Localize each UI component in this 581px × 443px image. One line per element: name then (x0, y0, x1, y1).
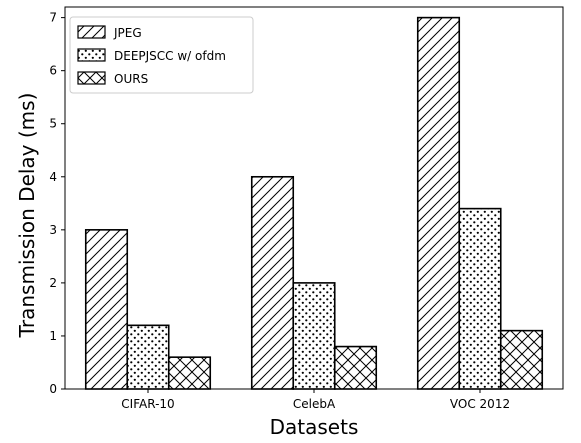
x-axis-title: Datasets (270, 415, 359, 439)
y-axis-title: Transmission Delay (ms) (15, 93, 39, 339)
bar-ours-cifar-10 (167, 356, 212, 390)
legend: JPEG DEEPJSCC w/ ofdm OURS (69, 16, 254, 94)
x-tick-label: VOC 2012 (450, 397, 510, 411)
x-tick-label: CIFAR-10 (121, 397, 174, 411)
bar-jpeg-cifar-10 (84, 229, 129, 390)
y-tick-label: 1 (49, 329, 57, 343)
axes: 0 1 2 3 4 5 6 7 CIFAR-10 CelebA VOC 2012 (49, 6, 564, 411)
x-tick-label: CelebA (293, 397, 336, 411)
legend-label-ours: OURS (114, 72, 148, 86)
bar-deepjscc-w-ofdm-voc-2012 (458, 207, 502, 390)
y-tick-label: 6 (49, 64, 57, 78)
y-tick-label: 7 (49, 11, 57, 25)
y-tick-label: 2 (49, 276, 57, 290)
y-tick-label: 0 (49, 382, 57, 396)
bar-jpeg-voc-2012 (416, 16, 461, 390)
y-tick-label: 4 (49, 170, 57, 184)
legend-swatch-jpeg (77, 25, 106, 39)
y-tick-label: 3 (49, 223, 57, 237)
bar-ours-celeba (333, 345, 378, 390)
legend-box (69, 16, 254, 94)
plot-area (84, 16, 544, 390)
bar-ours-voc-2012 (499, 329, 544, 390)
legend-label-jpeg: JPEG (113, 26, 142, 40)
legend-label-deepjscc-w-ofdm: DEEPJSCC w/ ofdm (114, 49, 226, 63)
bar-jpeg-celeba (250, 175, 295, 390)
legend-swatch-deepjscc-w-ofdm (77, 48, 106, 62)
bar-deepjscc-w-ofdm-celeba (292, 282, 336, 390)
y-tick-label: 5 (49, 117, 57, 131)
bar-deepjscc-w-ofdm-cifar-10 (126, 324, 170, 390)
legend-swatch-ours (77, 71, 106, 85)
